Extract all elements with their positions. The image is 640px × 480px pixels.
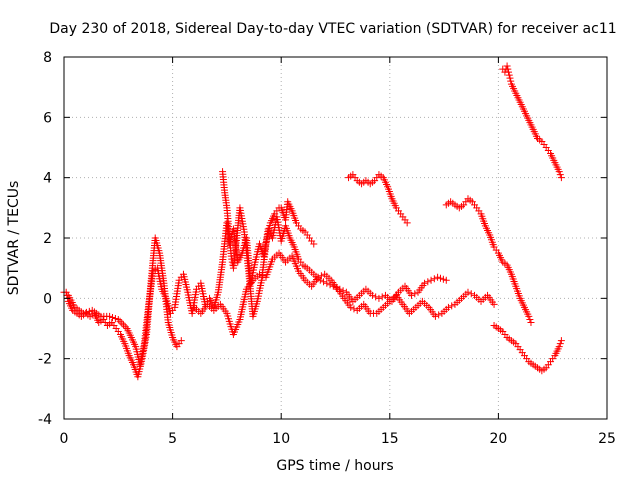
data-point bbox=[434, 273, 442, 281]
x-tick-label: 15 bbox=[381, 431, 399, 447]
chart-title: Day 230 of 2018, Sidereal Day-to-day VTE… bbox=[49, 21, 616, 37]
data-point bbox=[557, 337, 565, 345]
data-point bbox=[116, 317, 124, 325]
series-arc-7 bbox=[499, 62, 565, 182]
y-axis-label: SDTVAR / TECUs bbox=[6, 181, 22, 296]
data-point bbox=[375, 294, 383, 302]
data-point bbox=[320, 278, 328, 286]
data-point bbox=[444, 303, 452, 311]
data-point bbox=[378, 293, 386, 301]
data-point bbox=[314, 273, 322, 281]
data-point bbox=[80, 309, 88, 317]
data-point bbox=[506, 74, 514, 82]
data-point bbox=[527, 318, 535, 326]
data-point bbox=[490, 300, 498, 308]
data-point bbox=[436, 274, 444, 282]
data-point bbox=[421, 279, 429, 287]
y-tick-label: 0 bbox=[43, 291, 52, 307]
data-point bbox=[507, 77, 515, 85]
data-point bbox=[408, 291, 416, 299]
data-point bbox=[439, 275, 447, 283]
data-point bbox=[317, 272, 325, 280]
x-tick-label: 25 bbox=[598, 431, 616, 447]
series-arc-5 bbox=[345, 171, 411, 227]
data-point bbox=[430, 275, 438, 283]
y-tick-label: 4 bbox=[43, 171, 52, 187]
data-point bbox=[505, 71, 513, 79]
x-tick-label: 10 bbox=[272, 431, 290, 447]
data-point bbox=[111, 314, 119, 322]
data-point bbox=[177, 337, 185, 345]
series-arc-4 bbox=[219, 168, 318, 320]
x-tick-label: 20 bbox=[489, 431, 507, 447]
data-point bbox=[411, 290, 419, 298]
y-tick-label: 6 bbox=[43, 110, 52, 126]
data-point bbox=[350, 305, 358, 313]
data-point bbox=[427, 276, 435, 284]
x-tick-label: 0 bbox=[60, 431, 69, 447]
data-point bbox=[504, 65, 512, 73]
data-point bbox=[121, 323, 129, 331]
data-points bbox=[60, 62, 565, 381]
data-point bbox=[526, 315, 534, 323]
axis-ticks: 0 5 10 15 20 25 -4 -2 0 2 4 6 8 bbox=[38, 50, 616, 447]
x-tick-label: 5 bbox=[168, 431, 177, 447]
data-point bbox=[431, 312, 439, 320]
data-point bbox=[310, 240, 318, 248]
series-arc-6 bbox=[442, 195, 535, 326]
data-point bbox=[368, 291, 376, 299]
y-tick-label: -4 bbox=[38, 412, 52, 428]
series-arc-3 bbox=[190, 249, 498, 339]
data-point bbox=[118, 319, 126, 327]
data-point bbox=[109, 313, 117, 321]
data-point bbox=[464, 288, 472, 296]
data-point bbox=[556, 340, 564, 348]
data-point bbox=[114, 315, 122, 323]
series-arc-2 bbox=[64, 213, 450, 369]
data-point bbox=[403, 219, 411, 227]
data-point bbox=[556, 171, 564, 179]
data-point bbox=[448, 302, 456, 310]
data-point bbox=[467, 290, 475, 298]
y-tick-label: -2 bbox=[38, 352, 52, 368]
data-point bbox=[555, 343, 563, 351]
data-point bbox=[525, 312, 533, 320]
y-tick-label: 2 bbox=[43, 231, 52, 247]
data-point bbox=[372, 293, 380, 301]
series-arc-8 bbox=[490, 321, 565, 375]
x-axis-label: GPS time / hours bbox=[276, 458, 393, 474]
data-point bbox=[82, 308, 90, 316]
data-point bbox=[424, 278, 432, 286]
data-point bbox=[323, 279, 331, 287]
y-tick-label: 8 bbox=[43, 50, 52, 66]
data-point bbox=[435, 311, 443, 319]
data-point bbox=[442, 276, 450, 284]
data-point bbox=[347, 303, 355, 311]
data-point bbox=[505, 68, 513, 76]
data-point bbox=[106, 312, 114, 320]
data-point bbox=[555, 168, 563, 176]
data-point bbox=[120, 321, 128, 329]
data-point bbox=[85, 307, 93, 315]
data-point bbox=[503, 62, 511, 70]
data-point bbox=[557, 174, 565, 182]
